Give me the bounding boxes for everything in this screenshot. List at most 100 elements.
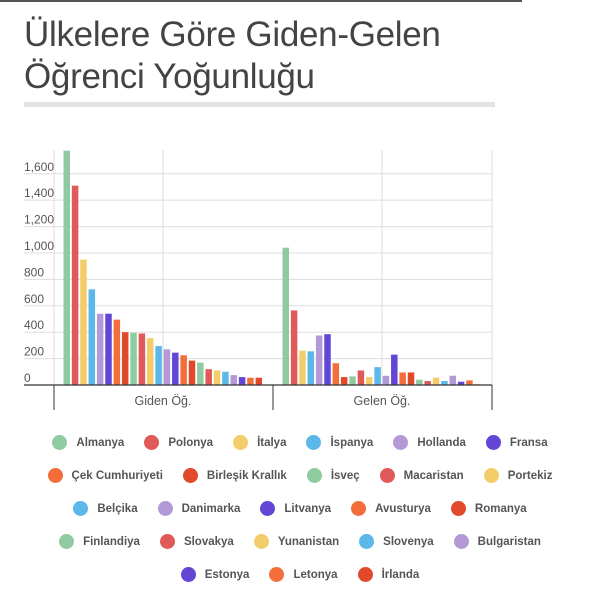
legend-swatch — [483, 468, 499, 483]
bar — [205, 369, 212, 385]
legend-item[interactable]: İtalya — [233, 435, 286, 450]
legend-row: Estonya Letonya İrlanda — [0, 567, 600, 582]
legend-row: Belçika Danimarka Litvanya Avusturya Romanya — [0, 501, 600, 516]
bar-chart: 200 400 600 800 1,000 1,200 1,400 1,600 0 Giden … — [24, 150, 493, 410]
bar — [155, 346, 162, 385]
legend-swatch — [157, 501, 173, 516]
legend-label: İtalya — [257, 436, 287, 449]
bar — [282, 247, 289, 385]
bar — [457, 381, 465, 385]
bar — [382, 375, 390, 385]
y-tick-label: 0 — [24, 371, 31, 385]
legend-swatch — [357, 567, 373, 582]
bar — [130, 332, 137, 385]
legend-swatch — [379, 468, 395, 483]
legend-swatch — [159, 534, 175, 549]
legend-item[interactable]: Birleşik Krallık — [182, 468, 287, 483]
bar — [432, 377, 440, 385]
legend-item[interactable]: Hollanda — [393, 435, 466, 450]
legend-label: İspanya — [330, 436, 374, 449]
bar — [441, 381, 448, 385]
bar — [466, 380, 473, 385]
legend-label: Çek Cumhuriyeti — [71, 469, 163, 482]
legend-item[interactable]: İsveç — [306, 468, 360, 483]
legend-item[interactable]: Çek Cumhuriyeti — [47, 468, 163, 483]
bar — [138, 333, 146, 385]
legend-label: Polonya — [168, 436, 214, 449]
legend-swatch — [180, 567, 196, 582]
legend-label: Bulgaristan — [477, 535, 541, 548]
legend-item[interactable]: Avusturya — [351, 501, 431, 516]
legend-item[interactable]: Danimarka — [157, 501, 240, 516]
bar — [238, 377, 246, 385]
bar — [399, 372, 406, 385]
bar — [147, 338, 154, 385]
bar — [121, 332, 129, 385]
chart-title: Ülkelere Göre Giden-Gelen Öğrenci Yoğunl… — [24, 15, 441, 96]
bar — [71, 185, 79, 385]
legend-swatch — [359, 534, 375, 549]
bar — [290, 310, 298, 385]
bar — [449, 375, 456, 385]
legend-item[interactable]: Estonya — [180, 567, 249, 582]
legend-item[interactable]: İrlanda — [357, 567, 419, 582]
bar — [105, 313, 112, 385]
legend-label: Slovakya — [183, 535, 234, 548]
legend-label: Letonya — [293, 568, 338, 581]
bar — [63, 150, 70, 385]
bar — [163, 349, 171, 385]
bar — [180, 355, 187, 385]
legend-row: Çek Cumhuriyeti Birleşik Krallık İsveç Maca… — [0, 468, 600, 483]
legend-item[interactable]: Bulgaristan — [453, 534, 541, 549]
legend-swatch — [260, 501, 276, 516]
legend-swatch — [253, 534, 269, 549]
bar — [88, 289, 96, 385]
legend-item[interactable]: Almanya — [52, 435, 124, 450]
legend-item[interactable]: Finlandiya — [59, 534, 140, 549]
legend-label: Birleşik Krallık — [206, 469, 287, 482]
y-tick-label: 800 — [24, 265, 44, 279]
legend-item[interactable]: İspanya — [306, 435, 373, 450]
legend-item[interactable]: Belçika — [73, 501, 138, 516]
legend-swatch — [306, 468, 322, 483]
legend-item[interactable]: Fransa — [485, 435, 548, 450]
bar — [299, 350, 306, 385]
legend-label: Portekiz — [507, 469, 553, 482]
bar — [366, 377, 373, 385]
bars — [63, 150, 482, 385]
legend-label: Almanya — [76, 436, 125, 449]
legend-item[interactable]: Slovakya — [159, 534, 234, 549]
y-tick-label: 1,200 — [24, 213, 54, 227]
legend-swatch — [59, 534, 75, 549]
bar — [307, 351, 315, 385]
bar — [340, 377, 348, 385]
legend-swatch — [73, 501, 89, 516]
bar — [113, 319, 121, 385]
legend-swatch — [393, 435, 409, 450]
bar — [247, 377, 254, 385]
legend-swatch — [351, 501, 367, 516]
y-tick-label: 200 — [24, 345, 44, 359]
legend-item[interactable]: Romanya — [450, 501, 527, 516]
legend-swatch — [485, 435, 501, 450]
y-axis-labels: 200 400 600 800 1,000 1,200 1,400 1,600 0 — [24, 160, 54, 385]
legend-item[interactable]: Letonya — [269, 567, 338, 582]
legend-swatch — [47, 468, 63, 483]
top-border-line — [0, 0, 522, 2]
legend-item[interactable]: Litvanya — [260, 501, 331, 516]
bar — [324, 334, 331, 385]
legend-label: Romanya — [474, 502, 527, 515]
bar — [374, 367, 381, 385]
bar — [407, 372, 415, 385]
legend-item[interactable]: Yunanistan — [253, 534, 340, 549]
legend-item[interactable]: Portekiz — [483, 468, 553, 483]
legend-label: Yunanistan — [277, 535, 340, 548]
legend-item[interactable]: Polonya — [144, 435, 213, 450]
legend-item[interactable]: Macaristan — [379, 468, 464, 483]
y-tick-label: 1,000 — [24, 239, 54, 253]
x-tick-label: Giden Öğ. — [135, 394, 192, 408]
legend-item[interactable]: Slovenya — [359, 534, 434, 549]
legend-label: Hollanda — [417, 436, 466, 449]
bar — [213, 370, 221, 385]
bar — [255, 377, 263, 385]
